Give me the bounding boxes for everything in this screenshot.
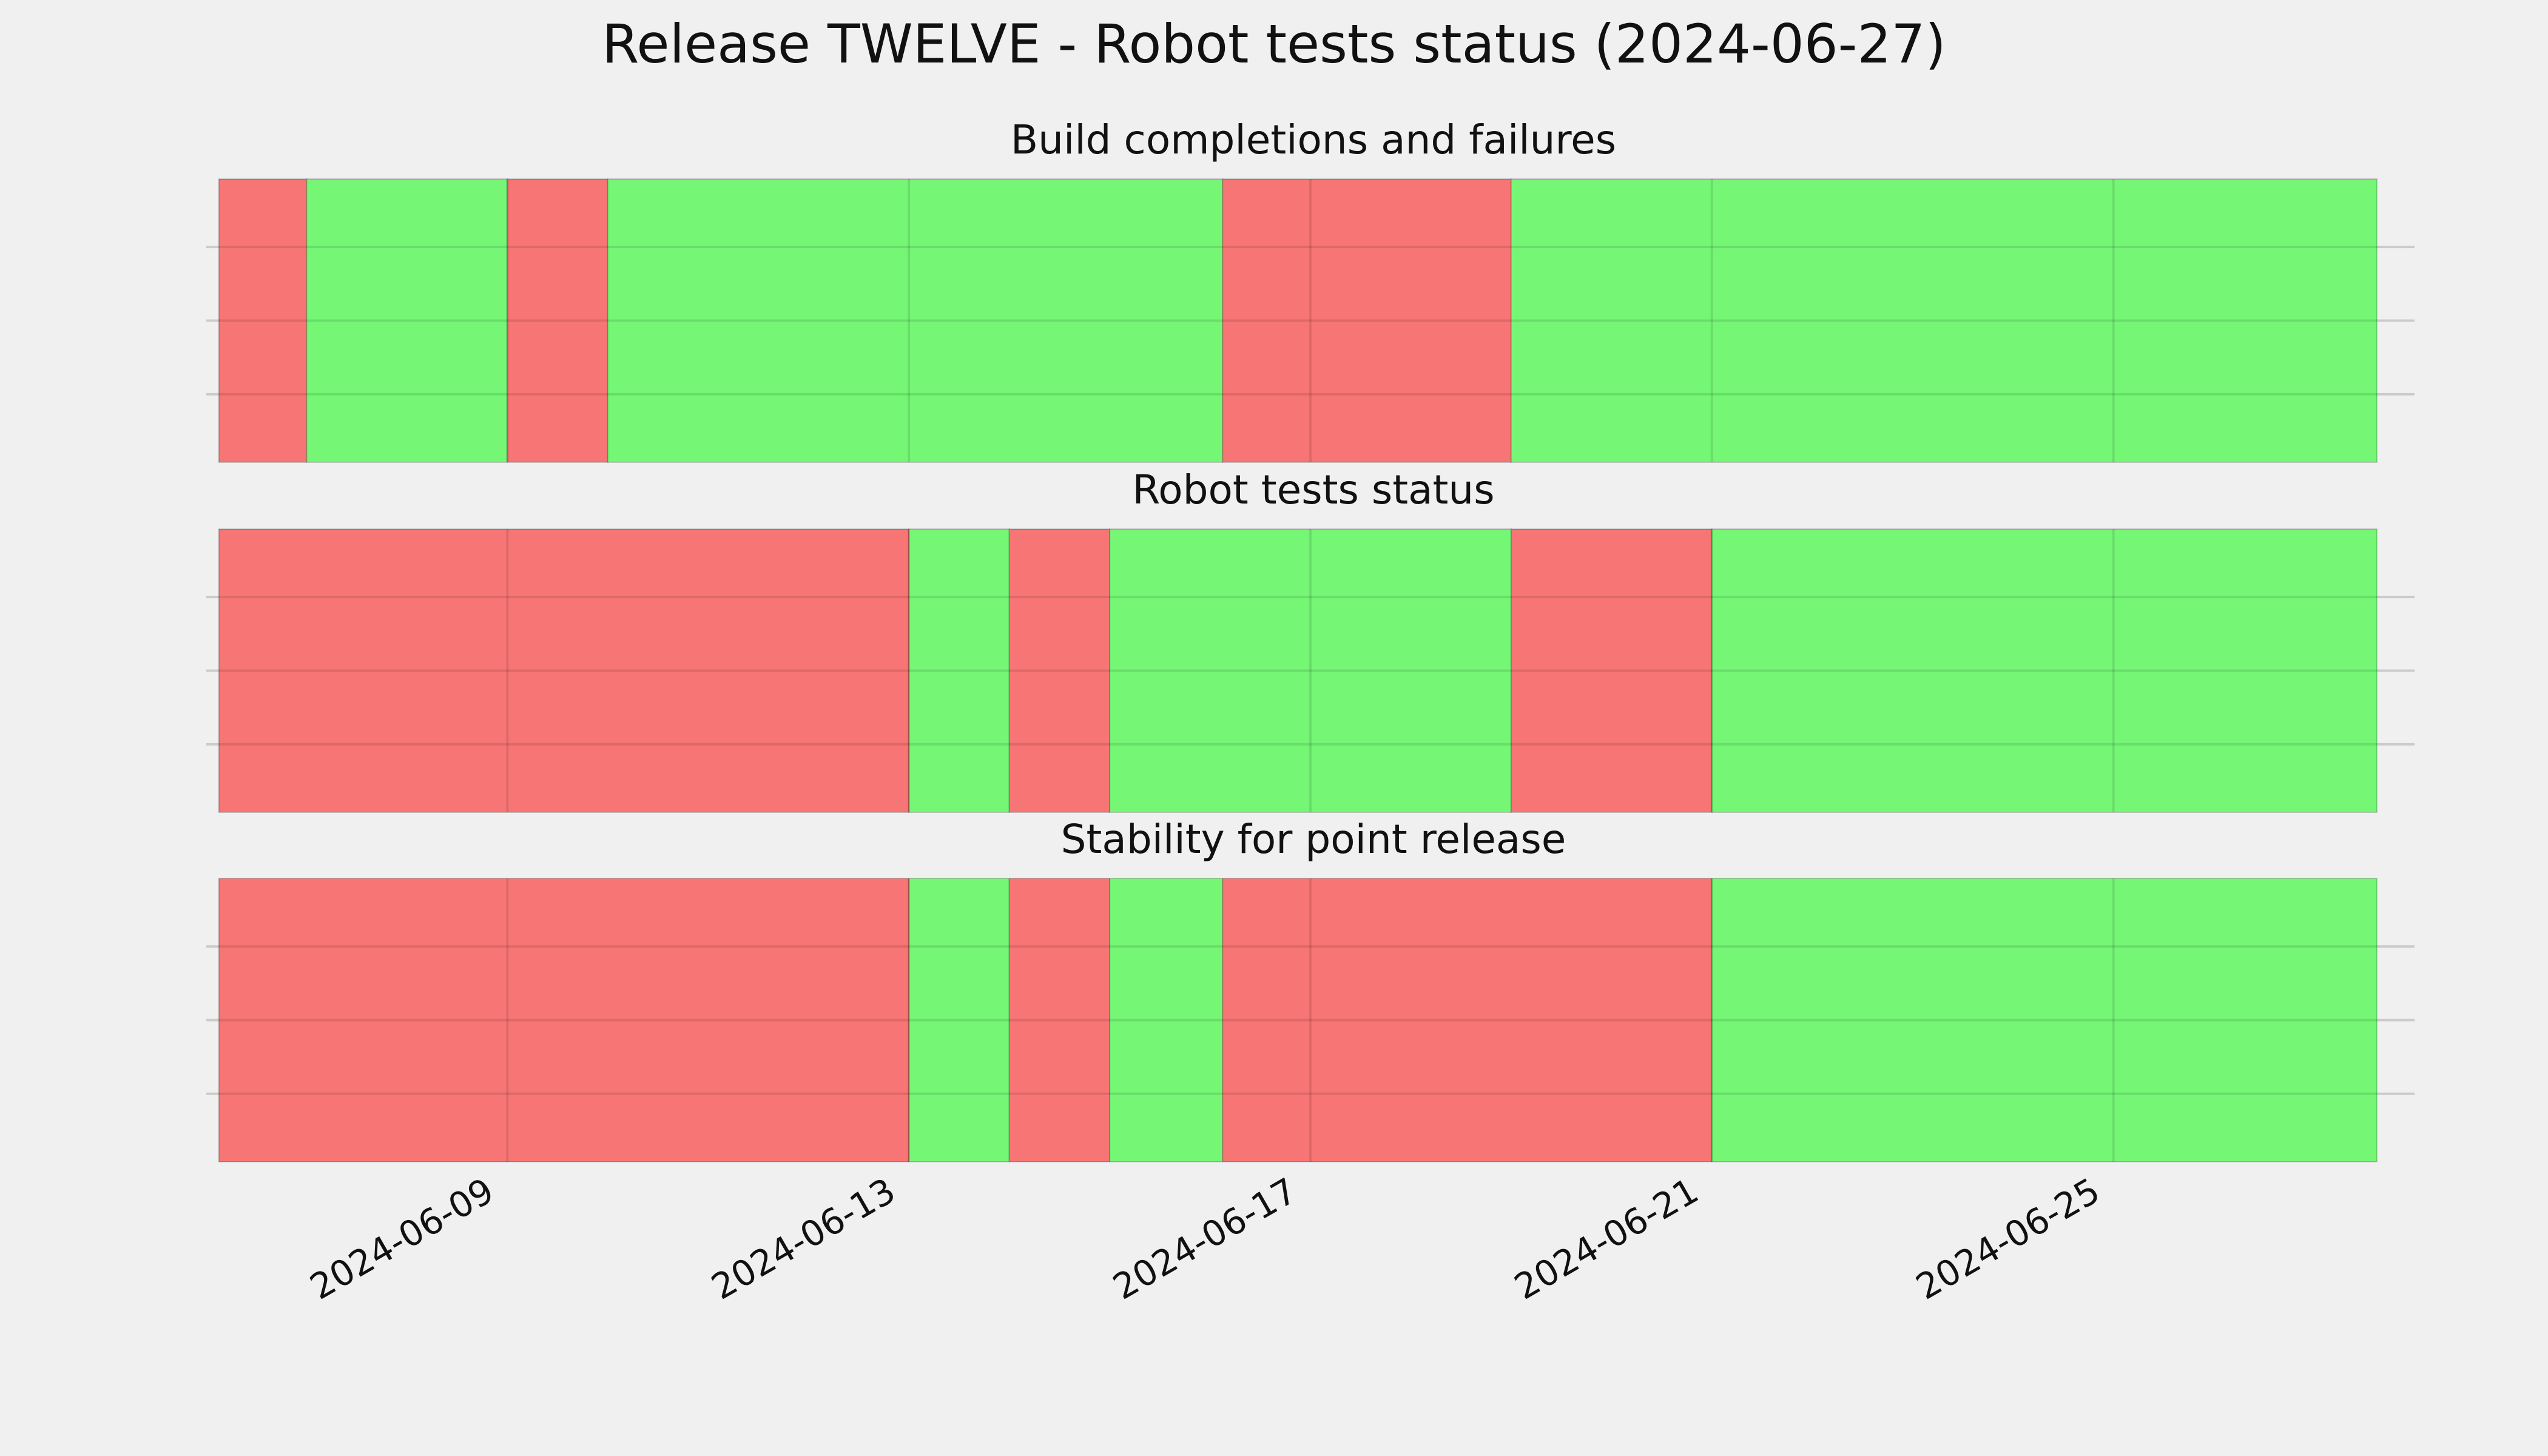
status-segment-ok (908, 878, 1010, 1162)
status-segment-ok (607, 178, 1224, 463)
x-tick-label: 2024-06-21 (1508, 1170, 1705, 1307)
status-panel: Robot tests status (206, 467, 2415, 813)
panel-title: Build completions and failures (1011, 116, 1616, 163)
status-segment-ok (1510, 178, 2378, 463)
status-panel: Build completions and failures (206, 116, 2415, 463)
status-segment-ok (908, 528, 1010, 813)
status-segment-fail (1222, 178, 1512, 463)
status-panel: Stability for point release (206, 816, 2415, 1162)
status-segment-fail (1510, 528, 1713, 813)
status-segment-fail (218, 178, 308, 463)
x-tick-label: 2024-06-17 (1106, 1170, 1304, 1307)
status-segment-ok (1109, 528, 1512, 813)
panels: Build completions and failures Robot test… (206, 116, 2415, 1162)
status-segment-fail (218, 528, 910, 813)
status-segment-fail (507, 178, 608, 463)
x-tick-label: 2024-06-25 (1909, 1170, 2107, 1307)
status-segment-ok (1711, 528, 2378, 813)
status-segment-fail (1222, 878, 1713, 1162)
x-tick-label: 2024-06-09 (303, 1170, 500, 1307)
status-segment-fail (1008, 878, 1111, 1162)
status-segment-ok (1109, 878, 1224, 1162)
panel-title: Stability for point release (1061, 816, 1566, 863)
status-segment-fail (218, 878, 910, 1162)
panel-title: Robot tests status (1132, 467, 1494, 513)
chart-title: Release TWELVE - Robot tests status (202… (602, 13, 1946, 75)
x-axis-ticks: 2024-06-09 2024-06-13 2024-06-17 2024-06-21… (303, 1170, 2106, 1307)
status-segment-fail (1008, 528, 1111, 813)
x-tick-label: 2024-06-13 (704, 1170, 902, 1307)
status-segment-ok (1711, 878, 2378, 1162)
status-segment-ok (306, 178, 508, 463)
